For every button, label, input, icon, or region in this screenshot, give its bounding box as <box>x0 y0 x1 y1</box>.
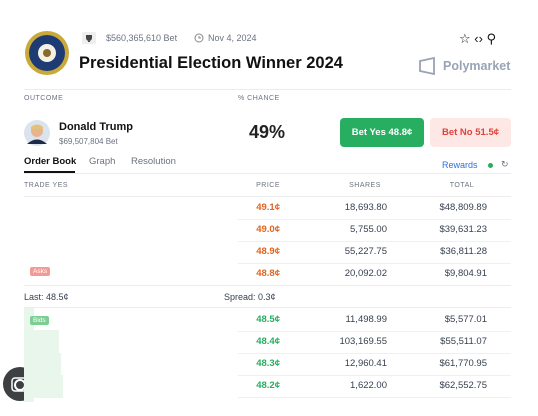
shares: 20,092.02 <box>344 268 387 279</box>
total-volume: $560,365,610 Bet <box>106 33 178 43</box>
row-divider <box>238 263 511 264</box>
chance-header: % CHANCE <box>238 95 280 102</box>
refresh-icon[interactable]: ↻ <box>501 159 509 169</box>
avatar <box>24 120 50 146</box>
price: 48.4¢ <box>256 336 280 347</box>
shares: 103,169.55 <box>339 336 387 347</box>
row-divider <box>238 353 511 354</box>
row-divider <box>238 241 511 242</box>
shares: 1,622.00 <box>350 380 387 391</box>
title: Presidential Election Winner 2024 <box>79 54 343 72</box>
tab[interactable]: Resolution <box>131 156 176 167</box>
column-header: PRICE <box>256 182 280 189</box>
icons[interactable]: ☆ ‹› ⚲ <box>459 31 497 46</box>
total: $9,804.91 <box>444 268 487 279</box>
chance: 49% <box>249 122 286 142</box>
shares: 18,693.80 <box>344 202 387 213</box>
spread: Spread: 0.3¢ <box>224 292 276 302</box>
brand-logo <box>419 57 435 75</box>
bet-yes-button[interactable]: Bet Yes 48.8¢ <box>340 118 424 147</box>
tab[interactable]: Graph <box>89 156 116 167</box>
asks-tag: Asks <box>30 267 51 276</box>
column-header: TOTAL <box>449 182 475 189</box>
clock-icon <box>194 33 204 43</box>
outcome-header: OUTCOME <box>24 95 64 102</box>
total: $39,631.23 <box>439 224 487 235</box>
trophy-icon <box>82 32 96 44</box>
price: 49.1¢ <box>256 202 280 213</box>
hr <box>24 196 511 197</box>
date: Nov 4, 2024 <box>208 33 257 43</box>
brand: Polymarket <box>443 59 511 73</box>
outcome-volume: $69,507,804 Bet <box>59 137 118 146</box>
column-header: SHARES <box>349 182 381 189</box>
row-divider <box>238 375 511 376</box>
rewards[interactable]: Rewards <box>442 160 478 170</box>
price: 48.8¢ <box>256 268 280 279</box>
row-divider <box>238 397 511 398</box>
outcome-name: Donald Trump <box>59 121 133 133</box>
hr <box>24 307 511 308</box>
row-divider <box>238 331 511 332</box>
price: 48.2¢ <box>256 380 280 391</box>
price: 48.9¢ <box>256 246 280 257</box>
last-price: Last: 48.5¢ <box>24 292 69 302</box>
price: 48.3¢ <box>256 358 280 369</box>
shares: 5,755.00 <box>350 224 387 235</box>
tab[interactable]: Order Book <box>24 156 77 167</box>
seal <box>25 31 69 75</box>
bet-no-button[interactable]: Bet No 51.5¢ <box>430 118 511 147</box>
total: $48,809.89 <box>439 202 487 213</box>
bids-tag: Bids <box>30 316 49 325</box>
price: 48.5¢ <box>256 314 280 325</box>
shares: 55,227.75 <box>344 246 387 257</box>
row-divider <box>238 219 511 220</box>
total: $61,770.95 <box>439 358 487 369</box>
price: 49.0¢ <box>256 224 280 235</box>
column-header: TRADE YES <box>24 182 69 189</box>
hr <box>24 285 511 286</box>
total: $55,511.07 <box>440 336 487 347</box>
total: $62,552.75 <box>439 380 487 391</box>
total: $5,577.01 <box>444 314 487 325</box>
total: $36,811.28 <box>440 246 487 257</box>
shares: 12,960.41 <box>344 358 387 369</box>
depth-bar <box>24 375 63 398</box>
shares: 11,498.99 <box>345 314 387 325</box>
